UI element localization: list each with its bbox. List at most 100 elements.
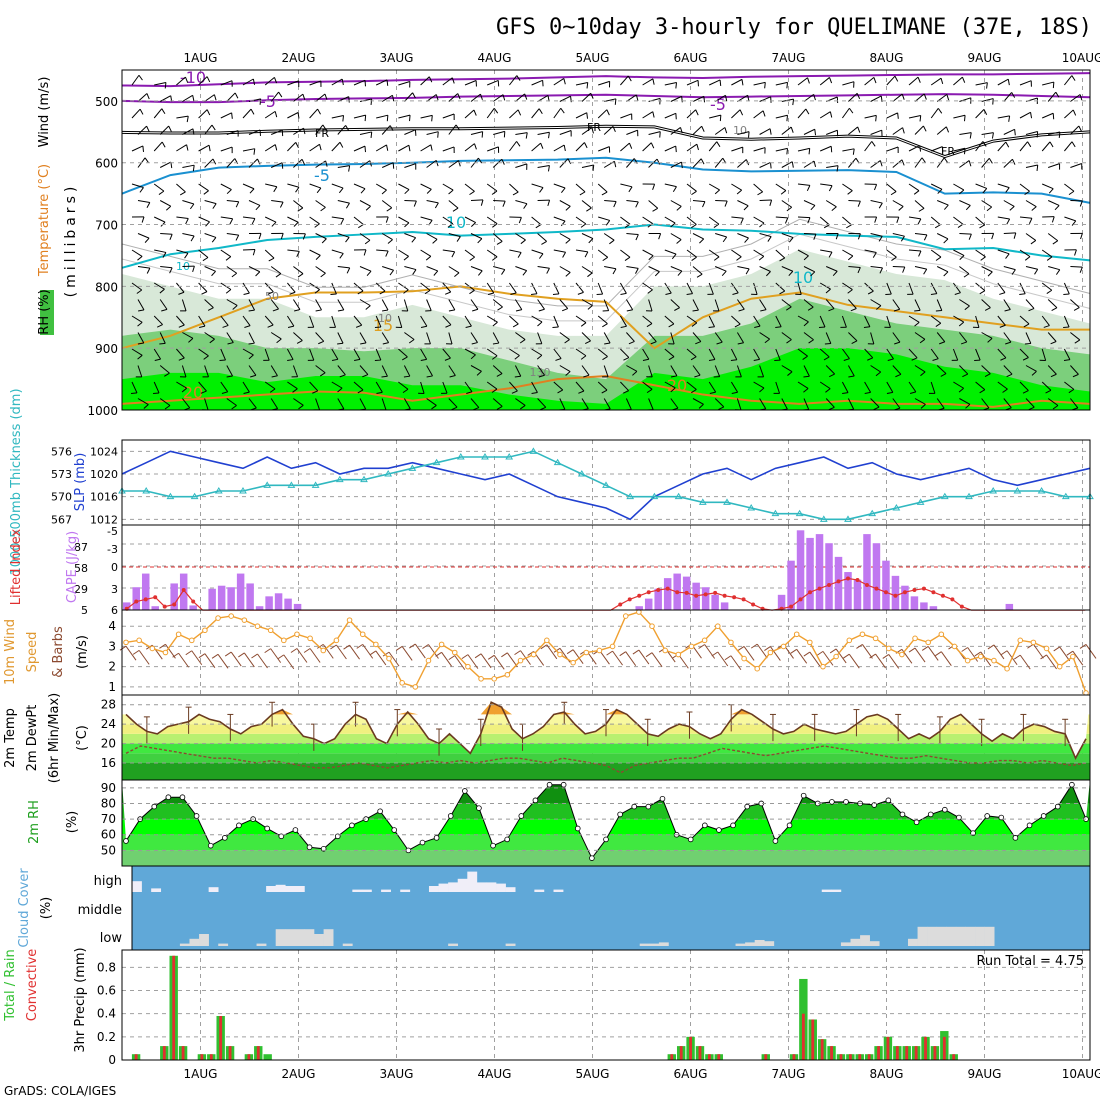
li-point-83 [912,588,917,593]
sfc-barb-65 [980,651,992,667]
sfc-barb-11 [270,648,282,663]
wind-point-8 [228,613,235,619]
wind-barb-flag-3-35 [922,125,927,132]
wind-barb-18-23 [642,381,653,390]
wind-barb-flag-5-3 [212,158,217,165]
wind-barb-13-7 [292,299,301,310]
wind-barb-flag-6-30 [806,185,811,192]
wind-barb-flag-10-39 [1005,253,1010,259]
sfc-barb-flag-52 [803,651,811,657]
wind-barb-flag-12-16 [487,292,494,296]
wind-barb-16-42 [1063,348,1071,360]
wind-point-43 [688,643,695,650]
wind-barb-flag-10-26 [713,256,720,261]
wind-barb-flag-15-30 [808,339,814,344]
precip-conv-78 [858,1054,862,1060]
wind-barb-9-8 [315,233,327,240]
wind-barb-flag-2-15 [473,109,477,116]
cloud-high-39 [505,887,516,892]
wind-barb-flag-4-15 [474,143,477,150]
wind-barb-flag-12-3 [201,291,208,295]
wind-barb-flag-6-39 [1005,187,1010,193]
cape-bar-78 [863,534,871,610]
wind-barb-4-38 [975,141,984,152]
wind-barb-17-1 [159,365,170,374]
wind-barb-9-25 [692,233,704,240]
sfc-barb-flag-49 [764,646,771,652]
wind-point-6 [202,627,208,634]
wind-barb-2-26 [709,114,721,119]
wind-barb-0-15 [464,80,477,86]
wind-barb-flag-9-4 [235,234,240,241]
wind-barb-18-4 [220,381,229,393]
wind-barb-3-22 [626,129,638,135]
dewpoint-line [125,745,1087,774]
li-point-55 [646,590,651,595]
wind-barb-6-25 [686,183,697,192]
wind-barb-flag-12-5 [243,292,250,296]
wind-barb-5-35 [914,157,923,168]
wind-barb-19-31 [825,398,835,408]
li-point-73 [817,586,822,591]
li-point-5 [172,602,177,607]
wind-barb-12-24 [664,282,672,294]
sfc-barb-60 [914,647,926,663]
rh-point-21 [419,839,426,846]
wind-barb-flag-9-19 [565,239,571,244]
wind-barb-flag-17-5 [250,374,257,378]
wind-barb-11-6 [270,266,282,274]
wind-barb-10-22 [620,249,631,258]
wind-barb-flag-15-23 [650,341,657,345]
wind-barb-flag-16-10 [354,358,361,362]
wind-barb-2-30 [797,108,807,119]
wind-barb-13-28 [759,299,767,310]
thick-point-1 [142,487,151,494]
wind-barb-flag-10-11 [385,250,389,257]
wind-barb-flag-16-14 [444,357,451,361]
wind-barb-3-18 [537,131,550,135]
wind-barb-flag-12-42 [1063,293,1070,296]
precip-conv-85 [924,1036,927,1060]
wind-barb-flag-14-40 [1023,323,1030,328]
wind-barb-11-17 [515,266,527,272]
sfc-barb-flag-23 [422,644,429,649]
sfc-barb-flag-19 [369,650,377,656]
wind-barb-8-10 [353,216,364,225]
wind-barb-3-21 [603,125,614,135]
rh-contour-50 [121,218,1091,307]
wind-barb-8-18 [531,216,542,225]
wind-barb-flag-11-19 [565,272,571,277]
thick-point-27 [771,509,780,517]
ylabel-wind: Wind (m/s) [37,77,52,148]
wind-barb-flag-1-24 [681,96,683,103]
wind-barb-14-27 [731,315,741,325]
wind-barb-10-8 [309,249,321,256]
wind-barb-flag-5-25 [700,158,705,165]
wind-barb-flag-3-3 [211,124,216,131]
li-point-75 [836,579,841,584]
cape-bar-70 [787,560,795,610]
wind-barb-11-11 [382,266,394,271]
wind-barb-flag-2-17 [517,109,522,116]
wind-barb-flag-18-26 [709,391,716,395]
wind-barb-flag-11-0 [146,267,151,274]
cloud-low-83 [927,926,938,946]
wind-barb-flag-1-9 [348,96,350,103]
wind-barb-flag-15-29 [786,339,792,344]
wind-barb-7-26 [715,200,728,202]
wind-barb-flag-15-28 [764,338,770,344]
ylabel-cloud: Cloud Cover [17,868,32,948]
rh-point-5 [193,813,200,819]
wind-barb-3-37 [959,132,972,135]
wind-barb-5-17 [515,163,527,168]
wind-barb-flag-5-10 [369,160,372,167]
cloud-high-23 [352,889,363,892]
wind-barb-5-13 [426,160,437,168]
wind-barb-flag-16-35 [911,357,918,361]
sfc-barb-flag-26 [461,654,469,660]
wind-barb-7-7 [293,200,304,209]
wind-barb-17-14 [448,365,456,376]
wind-barb-7-22 [626,200,639,203]
wind-barb-flag-0-38 [986,82,988,89]
wind-barb-flag-7-42 [1079,200,1083,207]
